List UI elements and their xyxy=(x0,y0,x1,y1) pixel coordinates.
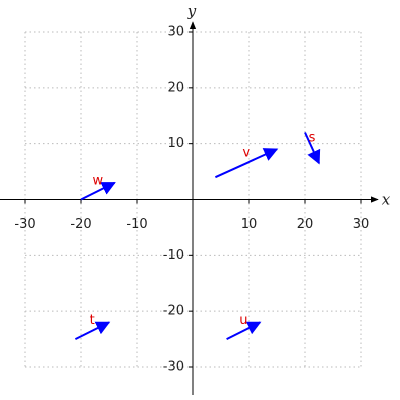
y-tick-label: -20 xyxy=(163,304,184,319)
vector-arrow xyxy=(304,132,321,165)
x-tick-label: 20 xyxy=(297,217,314,232)
y-axis-label: y xyxy=(187,2,197,20)
vector-label: t xyxy=(90,313,95,328)
vectors: s v w t u xyxy=(74,130,321,340)
vector-label: w xyxy=(92,174,103,189)
vector-arrow xyxy=(80,181,116,201)
y-tick-label: -30 xyxy=(163,360,184,375)
y-tick-label: 10 xyxy=(167,136,184,151)
y-tick-label: 30 xyxy=(167,25,184,40)
x-tick-label: -30 xyxy=(14,217,35,232)
vector-arrow xyxy=(226,321,262,340)
x-tick-label: -10 xyxy=(126,217,147,232)
vector-label: v xyxy=(242,146,250,161)
vector-label: u xyxy=(239,313,247,328)
x-tick-label: 30 xyxy=(353,217,370,232)
vector-arrow xyxy=(74,321,111,340)
x-tick-label: 10 xyxy=(241,217,258,232)
vector-arrow xyxy=(214,148,279,179)
y-tick-label: -10 xyxy=(163,248,184,263)
x-tick-label: -20 xyxy=(70,217,91,232)
vector-label: s xyxy=(309,130,316,145)
x-axis-label: x xyxy=(382,191,391,209)
y-tick-label: 20 xyxy=(167,80,184,95)
axes: -30 -20 -10 10 20 30 -30 -20 -10 10 20 30 x y xyxy=(0,2,391,395)
